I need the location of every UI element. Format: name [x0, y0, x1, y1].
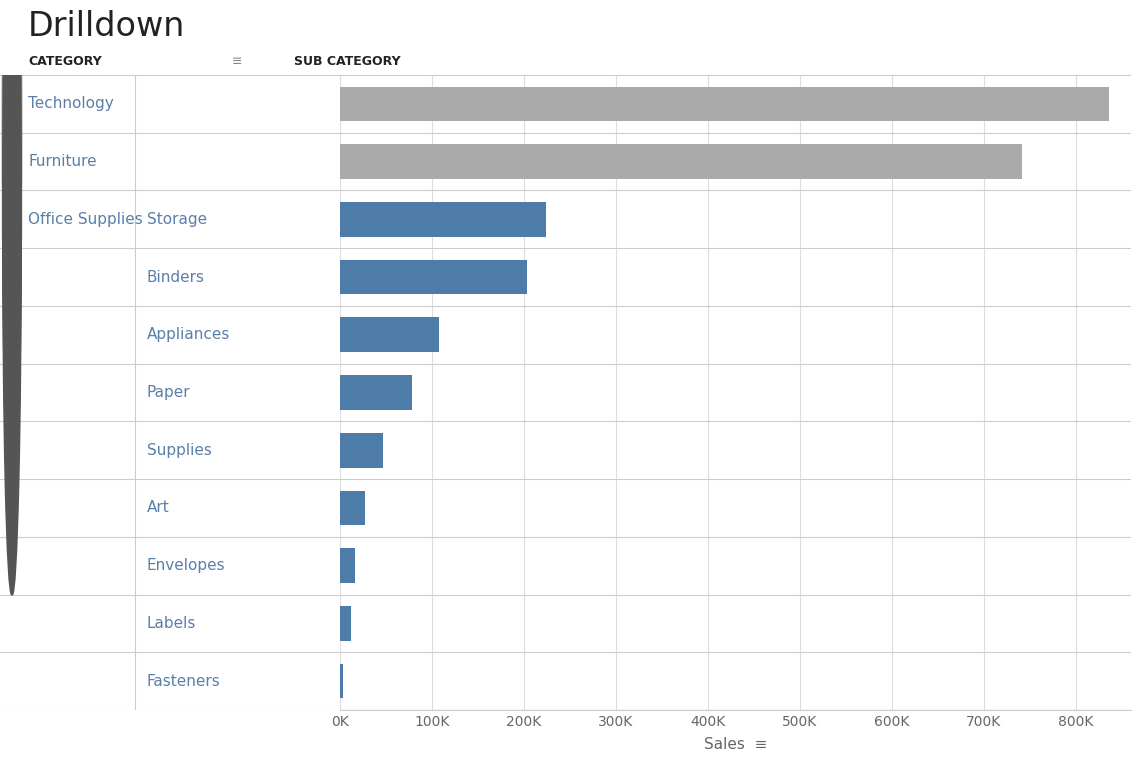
Ellipse shape	[3, 0, 21, 594]
X-axis label: Sales  ≡: Sales ≡	[704, 737, 767, 752]
Bar	[340, 375, 412, 410]
Bar	[340, 548, 355, 583]
Bar	[340, 433, 383, 467]
Bar	[340, 317, 439, 352]
Bar	[340, 144, 1022, 179]
Text: CATEGORY: CATEGORY	[29, 55, 102, 68]
Bar	[340, 259, 527, 294]
Text: Furniture: Furniture	[29, 154, 97, 169]
Ellipse shape	[3, 0, 21, 479]
Text: Envelopes: Envelopes	[147, 558, 226, 573]
Text: Office Supplies: Office Supplies	[29, 212, 143, 227]
Text: Drilldown: Drilldown	[29, 11, 185, 43]
Bar	[340, 202, 545, 236]
Bar	[340, 490, 365, 525]
Text: Art: Art	[147, 500, 170, 515]
Text: Technology: Technology	[29, 96, 114, 112]
Ellipse shape	[3, 0, 21, 537]
Bar	[340, 606, 351, 641]
Text: Supplies: Supplies	[147, 443, 212, 457]
Text: Paper: Paper	[147, 385, 191, 400]
Bar	[340, 86, 1109, 121]
Text: Fasteners: Fasteners	[147, 674, 220, 688]
Text: Storage: Storage	[147, 212, 208, 227]
Text: SUB CATEGORY: SUB CATEGORY	[294, 55, 400, 68]
Text: Binders: Binders	[147, 270, 205, 285]
Text: ≡: ≡	[232, 55, 243, 68]
Text: Labels: Labels	[147, 616, 196, 631]
Bar	[340, 664, 342, 698]
Text: Appliances: Appliances	[147, 327, 230, 343]
